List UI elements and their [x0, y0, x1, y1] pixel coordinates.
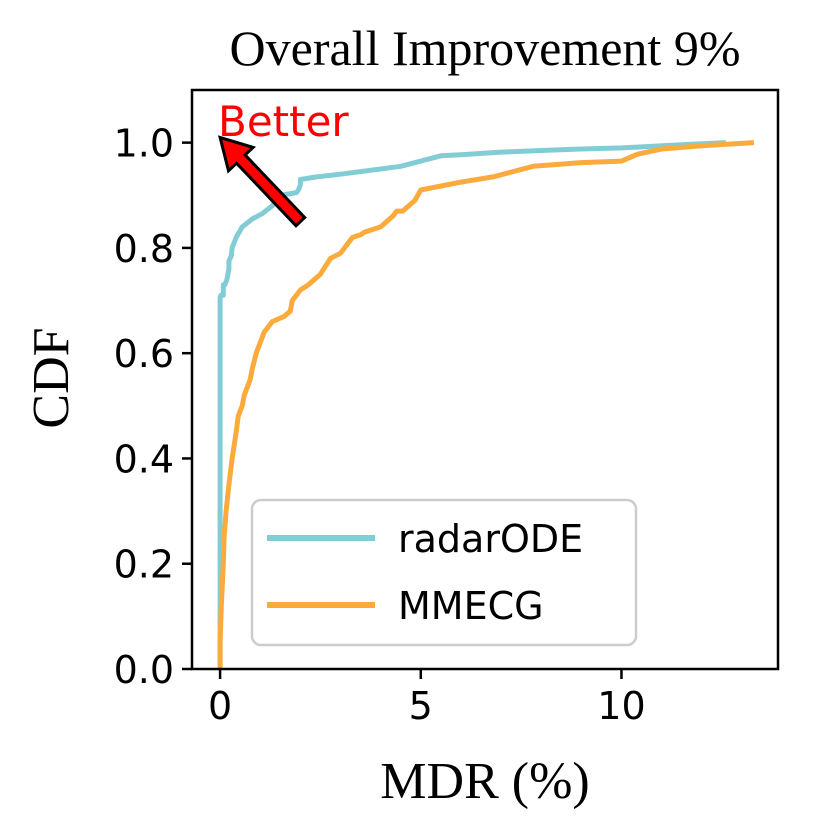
series-line-radarode: [217, 140, 726, 669]
x-axis-label: MDR (%): [380, 753, 589, 810]
y-tick-label: 0.2: [114, 543, 174, 587]
y-tick-label: 0.6: [114, 332, 174, 376]
series-layer: [217, 140, 755, 669]
y-tick-label: 0.8: [114, 227, 174, 271]
y-tick-label: 0.0: [114, 648, 174, 692]
better-annotation: Better: [217, 97, 349, 228]
x-tick-label: 10: [597, 684, 645, 728]
chart-title: Overall Improvement 9%: [230, 20, 741, 76]
series-line-mmecg: [217, 140, 755, 669]
legend: radarODE MMECG: [250, 498, 638, 647]
y-axis-label: CDF: [23, 327, 80, 428]
y-tick-label: 1.0: [114, 122, 174, 166]
legend-label-radarode: radarODE: [398, 517, 583, 561]
axis-ticks: 0 5 10 0.0 0.2 0.4 0.6 0.8 1.0: [114, 122, 646, 728]
x-tick-label: 0: [208, 684, 232, 728]
x-tick-label: 5: [409, 684, 433, 728]
better-arrow-icon: [217, 135, 307, 228]
legend-label-mmecg: MMECG: [398, 584, 544, 628]
plot-frame: [190, 88, 780, 671]
y-tick-label: 0.4: [114, 437, 174, 481]
better-label: Better: [218, 97, 349, 146]
